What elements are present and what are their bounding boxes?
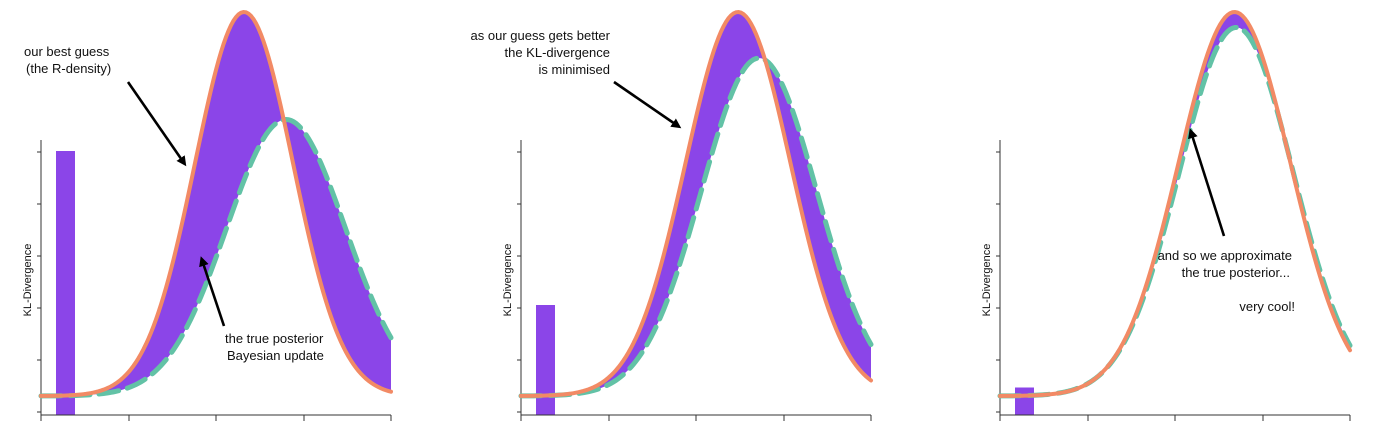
annotation-true-posterior-line2: Bayesian update: [227, 348, 324, 363]
true-posterior-curve: [38, 117, 394, 399]
panel-2: KL-Divergence as our guess gets better t…: [471, 9, 874, 421]
kl-divergence-bar: [56, 151, 75, 415]
annotation-guess-better-line2: the KL-divergence: [504, 45, 610, 60]
arrow-to-r-density: [613, 80, 682, 129]
r-density-curve: [998, 10, 1352, 398]
kl-axis: [517, 140, 522, 415]
annotation-true-posterior-line1: the true posterior: [225, 331, 324, 346]
annotation-approximate-line1: and so we approximate: [1158, 248, 1292, 263]
annotation-best-guess-line1: our best guess: [24, 44, 110, 59]
panel-3: KL-Divergence and so we approximate the …: [981, 10, 1353, 421]
true-posterior-curve: [997, 24, 1353, 399]
divergence-fill: [1000, 12, 1350, 396]
x-axis: [999, 414, 1351, 421]
kl-axis: [37, 140, 42, 415]
kl-divergence-bar: [1015, 387, 1034, 415]
arrow-to-curves: [1188, 128, 1226, 237]
annotation-best-guess-line2: (the R-density): [26, 61, 111, 76]
annotation-approximate-line2: the true posterior...: [1182, 265, 1290, 280]
annotation-guess-better-line1: as our guess gets better: [471, 28, 611, 43]
r-density-curve: [519, 9, 873, 398]
kl-axis: [996, 140, 1001, 415]
arrow-to-r-density: [126, 81, 187, 167]
x-axis: [520, 414, 872, 421]
kl-divergence-label: KL-Divergence: [22, 244, 34, 317]
annotation-guess-better-line3: is minimised: [538, 62, 610, 77]
annotation-very-cool: very cool!: [1239, 299, 1295, 314]
x-axis: [40, 414, 392, 421]
panel-1: KL-Divergence our best guess (the R-dens…: [22, 9, 394, 421]
kl-divergence-label: KL-Divergence: [502, 244, 514, 317]
kl-divergence-label: KL-Divergence: [981, 244, 993, 317]
divergence-fill: [41, 12, 391, 396]
kl-divergence-bar: [536, 305, 555, 415]
r-density-curve: [39, 9, 393, 398]
arrow-to-true-posterior: [199, 256, 226, 327]
